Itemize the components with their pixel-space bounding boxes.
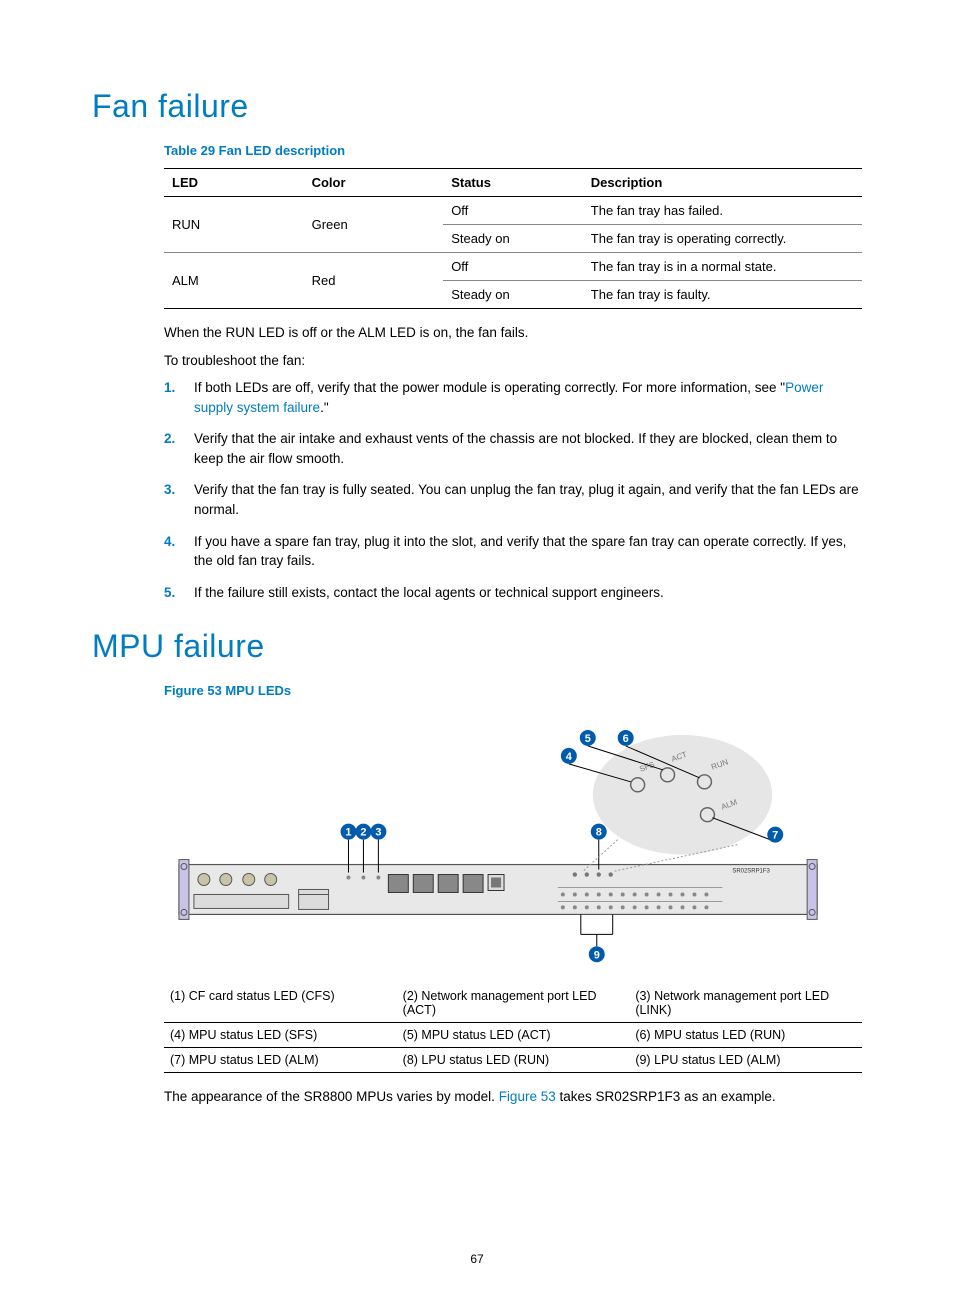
paragraph: When the RUN LED is off or the ALM LED i… [164, 323, 862, 343]
step-text: ." [320, 400, 329, 415]
cell-status: Steady on [443, 225, 583, 253]
th-desc: Description [583, 169, 862, 197]
svg-text:7: 7 [772, 830, 778, 842]
table-caption: Table 29 Fan LED description [164, 143, 862, 158]
list-item: Verify that the air intake and exhaust v… [164, 429, 862, 468]
legend-cell: (9) LPU status LED (ALM) [629, 1048, 862, 1073]
callout: 7 [767, 827, 783, 843]
cell-color: Red [304, 253, 444, 309]
callout: 1 [340, 824, 356, 840]
cell-led: RUN [164, 197, 304, 253]
svg-text:9: 9 [594, 949, 600, 961]
step-text: If both LEDs are off, verify that the po… [194, 380, 785, 395]
table-row: ALM Red Off The fan tray is in a normal … [164, 253, 862, 281]
svg-text:1: 1 [345, 827, 351, 839]
table-row: (7) MPU status LED (ALM) (8) LPU status … [164, 1048, 862, 1073]
cell-desc: The fan tray has failed. [583, 197, 862, 225]
page-number: 67 [0, 1252, 954, 1266]
troubleshoot-steps: If both LEDs are off, verify that the po… [164, 378, 862, 602]
para-text: The appearance of the SR8800 MPUs varies… [164, 1089, 499, 1104]
model-label: SR02SRP1F3 [732, 869, 770, 875]
svg-text:5: 5 [585, 733, 591, 745]
callout: 3 [370, 824, 386, 840]
heading-fan-failure: Fan failure [92, 88, 862, 125]
fan-led-table: LED Color Status Description RUN Green O… [164, 168, 862, 309]
cell-desc: The fan tray is operating correctly. [583, 225, 862, 253]
cell-status: Off [443, 253, 583, 281]
list-item: If you have a spare fan tray, plug it in… [164, 532, 862, 571]
list-item: Verify that the fan tray is fully seated… [164, 480, 862, 519]
figure-caption: Figure 53 MPU LEDs [164, 683, 862, 698]
paragraph: To troubleshoot the fan: [164, 351, 862, 371]
cell-color: Green [304, 197, 444, 253]
callout: 4 [561, 748, 577, 764]
mpu-diagram-svg: SFS ACT RUN ALM [164, 710, 862, 969]
list-item: If both LEDs are off, verify that the po… [164, 378, 862, 417]
svg-text:6: 6 [623, 733, 629, 745]
cell-desc: The fan tray is in a normal state. [583, 253, 862, 281]
svg-text:4: 4 [566, 751, 573, 763]
legend-cell: (4) MPU status LED (SFS) [164, 1023, 397, 1048]
callout: 5 [580, 730, 596, 746]
legend-cell: (5) MPU status LED (ACT) [397, 1023, 630, 1048]
legend-cell: (7) MPU status LED (ALM) [164, 1048, 397, 1073]
cell-status: Off [443, 197, 583, 225]
callout: 6 [618, 730, 634, 746]
svg-text:2: 2 [360, 827, 366, 839]
link-figure-53[interactable]: Figure 53 [499, 1089, 556, 1104]
paragraph: The appearance of the SR8800 MPUs varies… [164, 1087, 862, 1107]
figure-mpu-leds: SFS ACT RUN ALM [164, 710, 862, 974]
legend-cell: (1) CF card status LED (CFS) [164, 984, 397, 1023]
cell-status: Steady on [443, 281, 583, 309]
cell-led: ALM [164, 253, 304, 309]
heading-mpu-failure: MPU failure [92, 628, 862, 665]
cell-desc: The fan tray is faulty. [583, 281, 862, 309]
legend-cell: (8) LPU status LED (RUN) [397, 1048, 630, 1073]
table-row: (1) CF card status LED (CFS) (2) Network… [164, 984, 862, 1023]
svg-text:8: 8 [596, 827, 602, 839]
table-row: (4) MPU status LED (SFS) (5) MPU status … [164, 1023, 862, 1048]
legend-cell: (6) MPU status LED (RUN) [629, 1023, 862, 1048]
callout: 2 [355, 824, 371, 840]
svg-text:3: 3 [375, 827, 381, 839]
th-status: Status [443, 169, 583, 197]
legend-cell: (2) Network management port LED (ACT) [397, 984, 630, 1023]
table-header-row: LED Color Status Description [164, 169, 862, 197]
list-item: If the failure still exists, contact the… [164, 583, 862, 603]
mpu-legend-table: (1) CF card status LED (CFS) (2) Network… [164, 984, 862, 1073]
callout: 9 [589, 947, 605, 963]
callout: 8 [591, 824, 607, 840]
table-row: RUN Green Off The fan tray has failed. [164, 197, 862, 225]
legend-cell: (3) Network management port LED (LINK) [629, 984, 862, 1023]
para-text: takes SR02SRP1F3 as an example. [556, 1089, 776, 1104]
th-led: LED [164, 169, 304, 197]
th-color: Color [304, 169, 444, 197]
